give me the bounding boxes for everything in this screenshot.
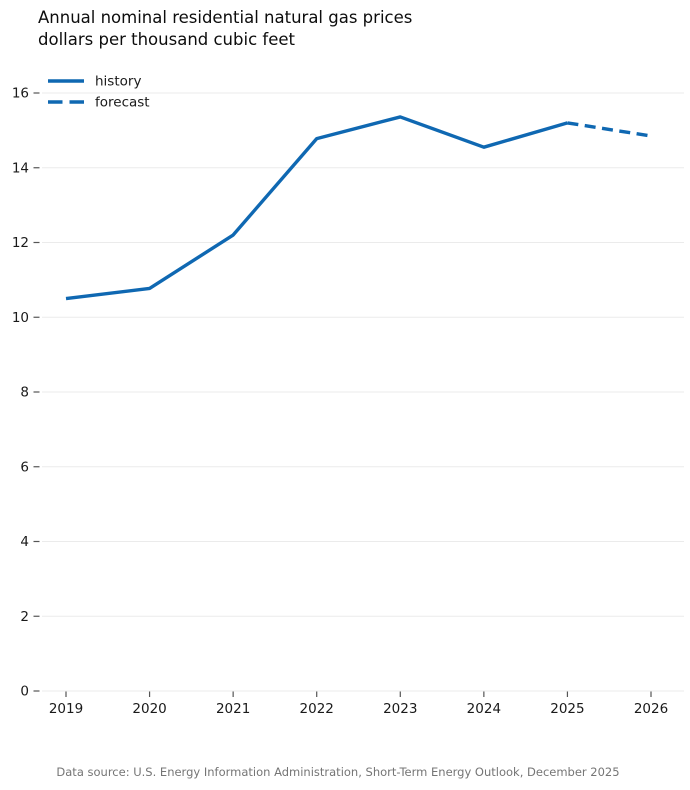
history-line <box>65 115 568 301</box>
chart-title: Annual nominal residential natural gas p… <box>38 7 412 51</box>
x-tick-label: 2021 <box>216 701 250 717</box>
y-tick-label: 4 <box>20 534 29 550</box>
forecast-line <box>567 121 652 138</box>
y-tick-label: 14 <box>12 160 29 176</box>
y-tick-label: 8 <box>20 385 29 401</box>
x-tick-label: 2019 <box>49 701 83 717</box>
chart-title-line2: dollars per thousand cubic feet <box>38 30 295 49</box>
chart-title-line1: Annual nominal residential natural gas p… <box>38 8 413 27</box>
x-tick-label: 2025 <box>550 701 584 717</box>
x-tick-label: 2026 <box>634 701 668 717</box>
y-tick-label: 0 <box>20 684 29 700</box>
legend-label-forecast: forecast <box>95 95 150 111</box>
x-tick-label: 2024 <box>467 701 501 717</box>
y-tick-label: 6 <box>20 459 29 475</box>
y-tick-label: 2 <box>20 609 29 625</box>
x-tick-label: 2023 <box>383 701 417 717</box>
y-tick-label: 16 <box>12 86 29 102</box>
x-tick-label: 2020 <box>132 701 166 717</box>
x-tick-label: 2022 <box>300 701 334 717</box>
legend-label-history: history <box>95 74 141 90</box>
price-line-chart: 0 2 4 6 8 10 12 14 16 2019 2020 2021 2022 2023 2024 202… <box>12 74 684 717</box>
y-tick-label: 10 <box>12 310 29 326</box>
data-source-note: Data source: U.S. Energy Information Adm… <box>56 765 620 779</box>
y-tick-label: 12 <box>12 235 29 251</box>
